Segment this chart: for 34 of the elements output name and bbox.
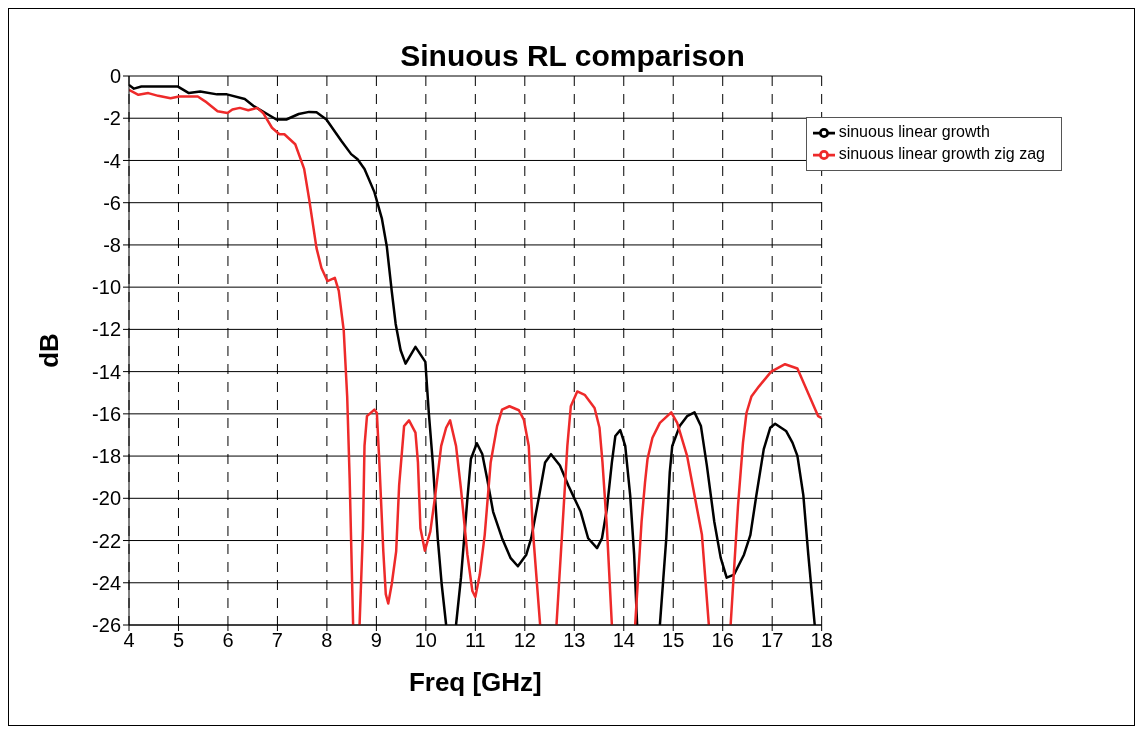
legend-label: sinuous linear growth bbox=[838, 123, 990, 141]
x-tick-label: 17 bbox=[761, 629, 784, 652]
y-tick-label: -26 bbox=[92, 614, 121, 637]
x-tick-label: 11 bbox=[464, 629, 486, 652]
y-tick-label: -20 bbox=[92, 487, 121, 510]
x-tick-label: 15 bbox=[662, 629, 685, 652]
y-tick-label: -4 bbox=[103, 149, 121, 172]
y-tick-label: -22 bbox=[92, 529, 121, 552]
y-tick-label: -10 bbox=[92, 276, 121, 299]
y-tick-label: -2 bbox=[103, 107, 121, 130]
y-tick-label: -16 bbox=[92, 402, 121, 425]
y-tick-label: 0 bbox=[109, 65, 121, 88]
y-tick-label: -14 bbox=[92, 360, 121, 383]
chart-title: Sinuous RL comparison bbox=[400, 39, 745, 72]
x-tick-label: 9 bbox=[370, 629, 382, 652]
y-tick-label: -12 bbox=[92, 318, 121, 341]
x-axis-title: Freq [GHz] bbox=[408, 667, 542, 697]
y-tick-label: -18 bbox=[92, 445, 121, 468]
x-tick-label: 13 bbox=[563, 629, 586, 652]
x-tick-label: 4 bbox=[123, 629, 135, 652]
x-tick-label: 6 bbox=[222, 629, 234, 652]
x-tick-label: 12 bbox=[513, 629, 536, 652]
x-tick-label: 14 bbox=[612, 629, 635, 652]
y-axis-title: dB bbox=[34, 333, 65, 368]
x-tick-label: 16 bbox=[711, 629, 734, 652]
y-tick-label: -24 bbox=[92, 571, 121, 594]
legend-label: sinuous linear growth zig zag bbox=[838, 145, 1045, 163]
x-tick-label: 10 bbox=[414, 629, 437, 652]
y-tick-label: -8 bbox=[103, 234, 121, 257]
x-tick-label: 7 bbox=[271, 629, 283, 652]
x-tick-label: 5 bbox=[172, 629, 185, 652]
x-tick-label: 18 bbox=[810, 629, 833, 652]
x-tick-label: 8 bbox=[321, 629, 333, 652]
y-tick-label: -6 bbox=[103, 191, 121, 214]
